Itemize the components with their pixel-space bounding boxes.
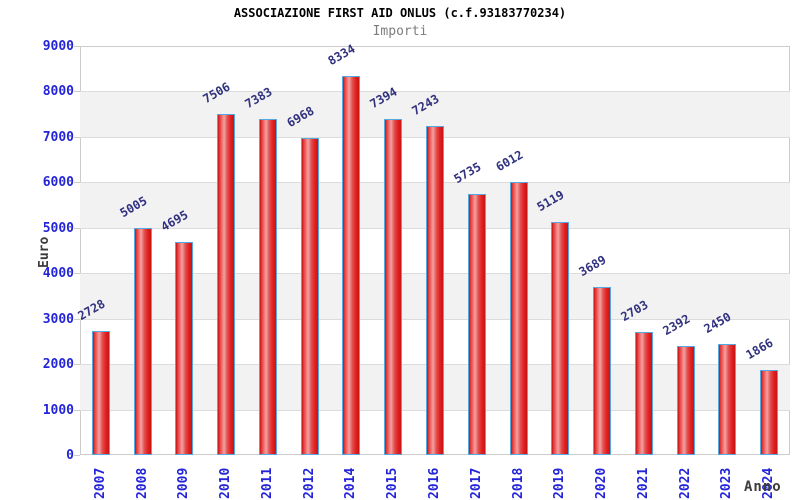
y-tick-label: 7000 [42, 130, 74, 145]
x-tick-label: 2022 [678, 467, 693, 499]
bar [384, 119, 402, 455]
y-tick-mark [74, 319, 80, 320]
bar [551, 222, 569, 455]
y-tick-label: 4000 [42, 266, 74, 281]
bar [259, 119, 277, 455]
bar [301, 138, 319, 455]
y-tick-mark [74, 273, 80, 274]
x-tick-label: 2017 [469, 467, 484, 499]
x-tick-label: 2011 [260, 467, 275, 499]
x-tick-label: 2015 [385, 467, 400, 499]
bar [718, 344, 736, 455]
y-tick-mark [74, 410, 80, 411]
bar [92, 331, 110, 455]
y-tick-label: 6000 [42, 175, 74, 190]
x-axis-title: Anno [744, 479, 782, 495]
x-tick-label: 2007 [93, 467, 108, 499]
x-tick-label: 2023 [719, 467, 734, 499]
y-tick-mark [74, 46, 80, 47]
y-tick-mark [74, 455, 80, 456]
y-tick-label: 8000 [42, 84, 74, 99]
bar [134, 228, 152, 455]
bar [426, 126, 444, 455]
x-tick-label: 2009 [176, 467, 191, 499]
bar [510, 182, 528, 455]
x-tick-label: 2016 [427, 467, 442, 499]
bar [677, 346, 695, 455]
y-tick-label: 3000 [42, 312, 74, 327]
y-tick-label: 1000 [42, 403, 74, 418]
chart-subtitle: Importi [372, 24, 428, 39]
y-tick-mark [74, 228, 80, 229]
bar [468, 194, 486, 455]
y-tick-label: 5000 [42, 221, 74, 236]
bar [217, 114, 235, 455]
bar [342, 76, 360, 455]
x-tick-label: 2019 [552, 467, 567, 499]
x-tick-label: 2014 [343, 467, 358, 499]
y-tick-mark [74, 91, 80, 92]
y-tick-label: 9000 [42, 39, 74, 54]
bar [760, 370, 778, 455]
bar [175, 242, 193, 455]
x-tick-label: 2020 [594, 467, 609, 499]
bar [635, 332, 653, 455]
bar [593, 287, 611, 455]
y-tick-mark [74, 137, 80, 138]
x-tick-label: 2008 [135, 467, 150, 499]
x-tick-label: 2021 [636, 467, 651, 499]
x-tick-label: 2012 [302, 467, 317, 499]
y-tick-mark [74, 364, 80, 365]
x-tick-label: 2010 [218, 467, 233, 499]
y-tick-label: 2000 [42, 357, 74, 372]
x-tick-label: 2018 [511, 467, 526, 499]
chart-title: ASSOCIAZIONE FIRST AID ONLUS (c.f.931837… [233, 6, 567, 20]
y-tick-mark [74, 182, 80, 183]
y-tick-label: 0 [66, 448, 74, 463]
gridline [80, 91, 790, 92]
